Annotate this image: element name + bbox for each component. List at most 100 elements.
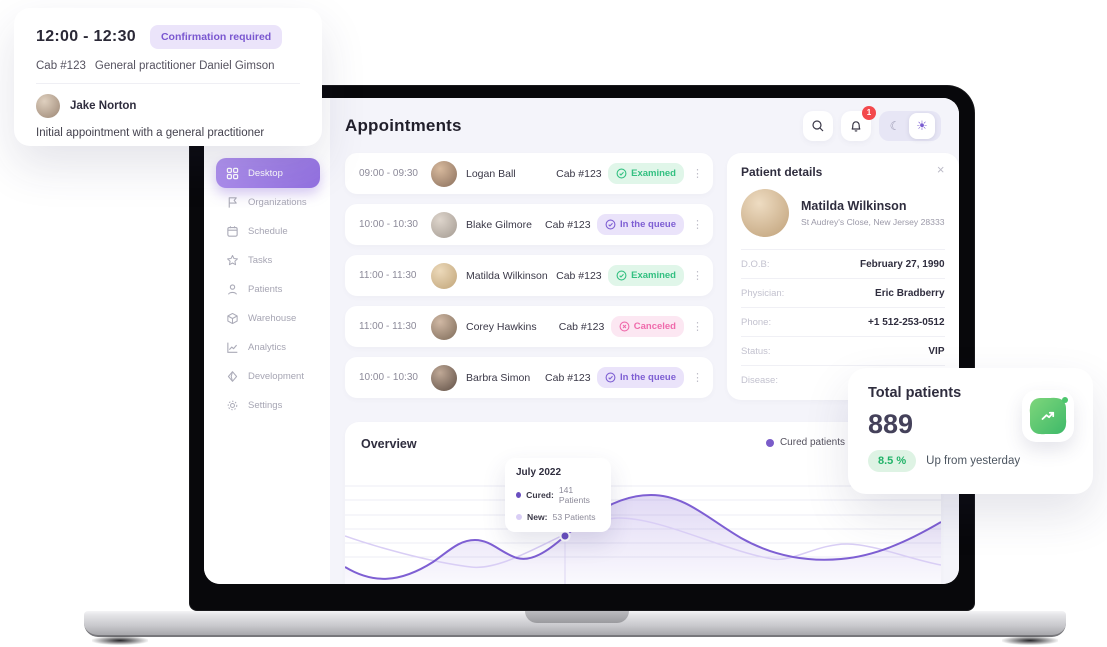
panel-title: Patient details xyxy=(741,165,823,179)
sidebar-item-tasks[interactable]: Tasks xyxy=(216,246,320,275)
sidebar-item-patients[interactable]: Patients xyxy=(216,275,320,304)
avatar xyxy=(431,211,457,238)
bell-icon xyxy=(851,120,861,132)
sidebar-item-label: Settings xyxy=(248,400,283,411)
tooltip-new-row: New: 53 Patients xyxy=(516,512,600,522)
overview-chart-card: Overview Cured patients xyxy=(345,422,941,584)
tooltip-cured-row: Cured: 141 Patients xyxy=(516,485,600,505)
sidebar-item-organizations[interactable]: Organizations xyxy=(216,188,320,217)
theme-toggle[interactable]: ☾ ☀ xyxy=(879,110,941,141)
row-menu-button[interactable]: ⋮ xyxy=(692,372,703,384)
detail-value: VIP xyxy=(928,345,945,357)
trend-up-icon xyxy=(1030,398,1066,434)
status-badge: Examined xyxy=(608,265,684,286)
check-circle-icon xyxy=(616,270,627,281)
sidebar-item-settings[interactable]: Settings xyxy=(216,391,320,420)
notifications-button[interactable]: 1 xyxy=(841,105,876,141)
appointment-time: 09:00 - 09:30 xyxy=(359,168,418,179)
moon-icon[interactable]: ☾ xyxy=(889,118,901,133)
detail-row: Status: VIP xyxy=(741,336,945,365)
laptop-foot-shadow xyxy=(92,636,148,645)
data-point-marker[interactable] xyxy=(559,530,571,542)
check-circle-icon xyxy=(605,219,616,230)
close-icon[interactable]: × xyxy=(936,162,945,177)
detail-row: Physician: Eric Bradberry xyxy=(741,278,945,307)
chart-tooltip: July 2022 Cured: 141 Patients New: 53 Pa… xyxy=(505,458,611,532)
confirmation-badge: Confirmation required xyxy=(149,25,283,49)
appointment-cab: Cab #123 xyxy=(556,269,602,282)
sidebar-item-label: Patients xyxy=(248,284,283,295)
detail-label: Disease: xyxy=(741,374,778,386)
legend-dot-icon xyxy=(765,438,774,447)
page-title: Appointments xyxy=(345,115,462,135)
trend-notification-dot xyxy=(1062,397,1068,403)
sidebar-item-label: Schedule xyxy=(248,226,288,237)
total-patients-card: Total patients 889 8.5 % Up from yesterd… xyxy=(848,368,1093,494)
cured-area-fill xyxy=(345,495,941,584)
main-area: Appointments 1 ☾ ☀ xyxy=(330,98,959,584)
popup-time-range: 12:00 - 12:30 xyxy=(36,28,136,45)
detail-label: Phone: xyxy=(741,316,772,328)
check-circle-icon xyxy=(616,168,627,179)
row-menu-button[interactable]: ⋮ xyxy=(692,168,703,180)
sidebar-item-development[interactable]: Development xyxy=(216,362,320,391)
sidebar-item-analytics[interactable]: Analytics xyxy=(216,333,320,362)
laptop-bezel: Desktop Organizations Schedule Tasks Pat… xyxy=(189,85,975,611)
status-badge: In the queue xyxy=(597,367,684,388)
sidebar-item-label: Warehouse xyxy=(248,313,297,324)
sidebar-item-warehouse[interactable]: Warehouse xyxy=(216,304,320,333)
avatar xyxy=(431,262,457,289)
appointments-list: 09:00 - 09:30 Logan Ball Cab #123 Examin… xyxy=(345,153,713,408)
appointment-row[interactable]: 11:00 - 11:30 Matilda Wilkinson Cab #123… xyxy=(345,255,713,296)
appointment-row[interactable]: 09:00 - 09:30 Logan Ball Cab #123 Examin… xyxy=(345,153,713,194)
appointment-cab: Cab #123 xyxy=(558,320,605,333)
person-icon xyxy=(228,284,237,295)
row-menu-button[interactable]: ⋮ xyxy=(692,321,703,333)
sidebar-item-label: Organizations xyxy=(248,197,307,208)
sidebar-item-desktop[interactable]: Desktop xyxy=(216,158,320,188)
row-menu-button[interactable]: ⋮ xyxy=(692,270,703,282)
cancel-circle-icon xyxy=(619,321,630,332)
popup-practitioner: General practitioner Daniel Gimson xyxy=(94,60,275,72)
detail-value: +1 512-253-0512 xyxy=(868,316,945,328)
appointment-row[interactable]: 10:00 - 10:30 Blake Gilmore Cab #123 In … xyxy=(345,204,713,245)
detail-row: D.O.B: February 27, 1990 xyxy=(741,249,945,278)
area-chart[interactable]: July 2022 Cured: 141 Patients New: 53 Pa… xyxy=(345,458,941,584)
sidebar-item-label: Desktop xyxy=(248,167,283,179)
laptop-notch xyxy=(525,611,629,623)
appointment-time: 10:00 - 10:30 xyxy=(359,372,418,383)
detail-value: February 27, 1990 xyxy=(860,258,945,270)
avatar xyxy=(36,94,60,118)
diamond-icon xyxy=(227,371,238,382)
tooltip-month: July 2022 xyxy=(516,467,562,478)
legend-label: Cured patients xyxy=(779,437,845,448)
patient-avatar xyxy=(741,189,789,237)
calendar-icon xyxy=(227,226,238,237)
detail-label: D.O.B: xyxy=(741,258,770,270)
search-button[interactable] xyxy=(803,110,833,141)
new-patients-line xyxy=(345,517,941,568)
appointment-row[interactable]: 10:00 - 10:30 Barbra Simon Cab #123 In t… xyxy=(345,357,713,398)
appointment-patient-name: Logan Ball xyxy=(466,167,516,180)
patient-address: St Audrey's Close, New Jersey 28333 xyxy=(801,217,945,227)
appointment-row[interactable]: 11:00 - 11:30 Corey Hawkins Cab #123 Can… xyxy=(345,306,713,347)
appointment-patient-name: Barbra Simon xyxy=(466,371,531,384)
overview-title: Overview xyxy=(361,437,417,451)
chart-legend: Cured patients xyxy=(765,437,845,448)
sun-icon[interactable]: ☀ xyxy=(909,112,935,139)
appointment-time: 11:00 - 11:30 xyxy=(359,270,417,281)
main-header: Appointments 1 ☾ ☀ xyxy=(345,98,941,153)
grid-icon xyxy=(226,167,239,179)
row-menu-button[interactable]: ⋮ xyxy=(692,219,703,231)
sidebar-item-label: Analytics xyxy=(248,342,287,353)
popup-cab: Cab #123 xyxy=(36,60,86,72)
new-dot-icon xyxy=(516,514,522,520)
delta-text: Up from yesterday xyxy=(926,455,1021,467)
status-badge: In the queue xyxy=(597,214,684,235)
avatar xyxy=(431,313,457,340)
laptop-foot-shadow xyxy=(1002,636,1058,645)
sidebar-item-schedule[interactable]: Schedule xyxy=(216,217,320,246)
divider xyxy=(36,83,300,84)
avatar xyxy=(431,160,457,187)
gear-icon xyxy=(227,400,238,411)
